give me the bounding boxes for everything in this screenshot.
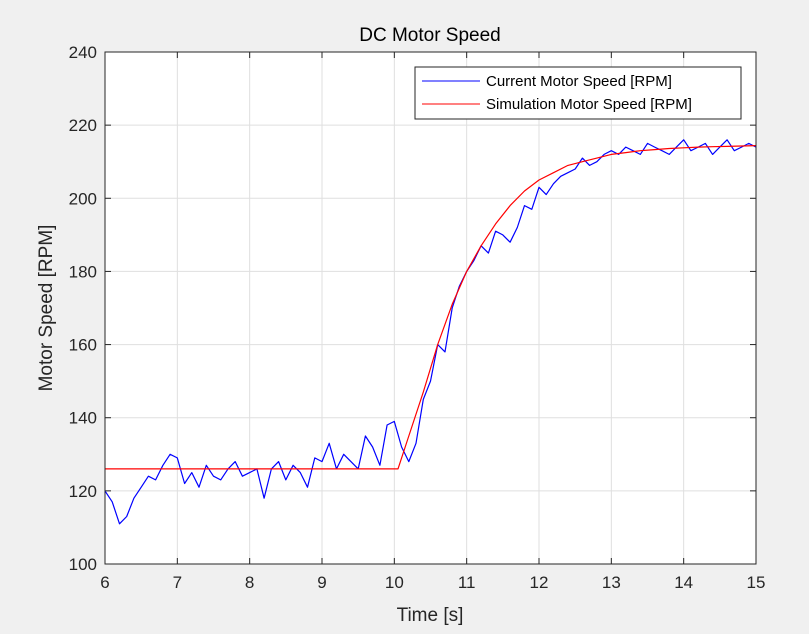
x-tick-label: 15 xyxy=(747,573,766,592)
axes-box xyxy=(104,51,757,565)
x-tick-label: 14 xyxy=(674,573,693,592)
legend-box xyxy=(414,66,742,120)
y-tick-label: 180 xyxy=(69,262,97,281)
series-line-simulation xyxy=(105,145,757,470)
legend: Current Motor Speed [RPM] Simulation Mot… xyxy=(414,66,742,120)
plot-lines xyxy=(104,139,757,525)
y-tick-label: 140 xyxy=(69,409,97,428)
x-tick-label: 13 xyxy=(602,573,621,592)
x-tick-label: 8 xyxy=(245,573,254,592)
x-tick-labels: 6 7 8 9 10 11 12 13 14 15 xyxy=(100,573,765,592)
x-tick-label: 10 xyxy=(385,573,404,592)
series-line-current xyxy=(104,139,757,525)
chart-title: DC Motor Speed xyxy=(359,25,501,46)
y-tick-label: 160 xyxy=(69,336,97,355)
legend-label-current: Current Motor Speed [RPM] xyxy=(486,73,672,90)
y-tick-label: 200 xyxy=(69,189,97,208)
plot-area xyxy=(105,52,756,564)
y-tick-label: 100 xyxy=(69,555,97,574)
y-tick-label: 220 xyxy=(69,116,97,135)
x-tick-label: 11 xyxy=(458,573,476,592)
y-tick-label: 240 xyxy=(69,43,97,62)
x-tick-label: 7 xyxy=(173,573,182,592)
x-tick-label: 6 xyxy=(100,573,109,592)
x-tick-label: 9 xyxy=(317,573,326,592)
legend-label-simulation: Simulation Motor Speed [RPM] xyxy=(486,96,692,113)
y-axis-label: Motor Speed [RPM] xyxy=(36,225,57,392)
x-axis-label: Time [s] xyxy=(397,605,464,626)
y-tick-labels: 100 120 140 160 180 200 220 240 xyxy=(69,43,97,574)
x-tick-label: 12 xyxy=(530,573,549,592)
y-tick-label: 120 xyxy=(69,482,97,501)
